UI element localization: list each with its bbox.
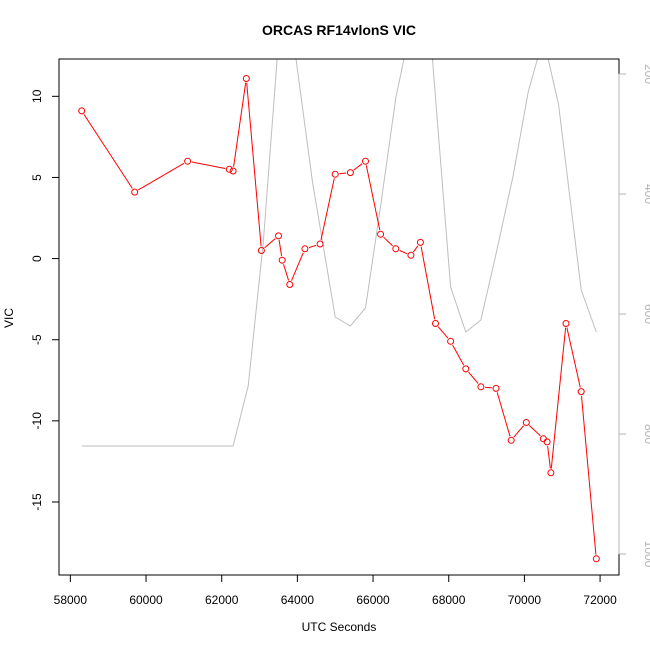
primary-series-segment bbox=[191, 161, 226, 169]
primary-series-segment bbox=[547, 446, 551, 469]
primary-data-point bbox=[477, 383, 485, 391]
primary-data-point bbox=[543, 438, 551, 446]
y-tick-label: -15 bbox=[30, 493, 44, 511]
secondary-y-axis: 200 400 600 800 1000 bbox=[618, 64, 650, 568]
y2-tick-label: 600 bbox=[642, 304, 650, 324]
y-tick-label: 0 bbox=[30, 255, 44, 262]
y-tick-label: -10 bbox=[30, 412, 44, 430]
primary-data-point bbox=[131, 188, 139, 196]
primary-series-segment bbox=[485, 386, 492, 389]
primary-series-segment bbox=[437, 326, 449, 339]
primary-data-point bbox=[184, 157, 192, 165]
primary-data-point bbox=[229, 167, 237, 175]
y-tick-label: 10 bbox=[30, 89, 44, 103]
x-tick-label: 64000 bbox=[281, 593, 315, 607]
y2-tick-label: 400 bbox=[642, 184, 650, 204]
primary-series-layer bbox=[78, 75, 600, 563]
primary-series-segment bbox=[383, 236, 394, 247]
primary-data-point bbox=[462, 365, 470, 373]
y-axis-label: VIC bbox=[2, 308, 16, 328]
primary-data-point bbox=[257, 247, 265, 254]
x-tick-label: 72000 bbox=[583, 593, 617, 607]
chart-title: ORCAS RF14vlonS VIC bbox=[262, 22, 416, 38]
primary-series-segment bbox=[550, 327, 567, 469]
primary-series-segment bbox=[452, 344, 465, 366]
primary-series-segment bbox=[566, 327, 581, 388]
primary-series-segment bbox=[320, 178, 335, 241]
primary-data-point bbox=[225, 165, 233, 173]
primary-data-point bbox=[407, 251, 415, 259]
primary-data-point bbox=[362, 157, 369, 165]
x-axis: 58000 60000 62000 64000 66000 68000 70000 72000 bbox=[54, 574, 617, 607]
y-axis: -15 -10 -5 0 5 10 bbox=[30, 89, 60, 511]
primary-data-point bbox=[507, 436, 515, 444]
primary-data-point bbox=[275, 232, 282, 240]
primary-series-segment bbox=[513, 425, 524, 438]
secondary-series-line bbox=[81, 59, 597, 447]
primary-series-segment bbox=[339, 172, 347, 175]
x-tick-label: 68000 bbox=[432, 593, 466, 607]
primary-series-segment bbox=[308, 244, 317, 249]
primary-data-point bbox=[346, 169, 354, 177]
primary-data-point bbox=[522, 419, 530, 426]
primary-data-point bbox=[331, 170, 339, 178]
y2-tick-label: 800 bbox=[642, 424, 650, 444]
primary-series-segment bbox=[264, 238, 276, 249]
y2-tick-label: 200 bbox=[642, 64, 650, 84]
y-tick-label: -5 bbox=[30, 334, 44, 345]
primary-data-point bbox=[562, 320, 570, 327]
primary-data-point bbox=[316, 240, 324, 248]
primary-data-point bbox=[432, 320, 439, 327]
primary-data-point bbox=[278, 256, 286, 264]
primary-data-point bbox=[286, 281, 294, 288]
primary-data-point bbox=[577, 388, 585, 396]
primary-series-segment bbox=[138, 162, 185, 191]
primary-data-point bbox=[392, 245, 400, 253]
primary-data-point bbox=[447, 337, 455, 345]
primary-data-point bbox=[301, 245, 309, 253]
y2-tick-label: 1000 bbox=[642, 541, 650, 568]
primary-data-point bbox=[377, 230, 385, 238]
primary-data-point bbox=[416, 238, 424, 246]
x-tick-label: 62000 bbox=[205, 593, 239, 607]
x-tick-label: 60000 bbox=[129, 593, 163, 607]
primary-series-segment bbox=[83, 114, 133, 189]
primary-data-point bbox=[242, 75, 250, 82]
x-tick-label: 70000 bbox=[508, 593, 542, 607]
primary-series-segment bbox=[412, 245, 419, 253]
primary-series-segment bbox=[399, 250, 408, 255]
primary-series-segment bbox=[246, 82, 262, 247]
primary-data-point bbox=[592, 555, 600, 563]
primary-series-segment bbox=[283, 264, 290, 281]
primary-series-segment bbox=[233, 82, 247, 167]
x-tick-label: 66000 bbox=[356, 593, 390, 607]
primary-series-segment bbox=[420, 246, 436, 320]
primary-series-segment bbox=[528, 425, 541, 437]
primary-series-segment bbox=[278, 239, 283, 257]
x-tick-label: 58000 bbox=[54, 593, 88, 607]
primary-series-segment bbox=[496, 392, 511, 437]
primary-data-point bbox=[492, 384, 500, 392]
primary-series-segment bbox=[581, 395, 597, 555]
primary-data-point bbox=[78, 107, 86, 115]
x-axis-label: UTC Seconds bbox=[302, 620, 377, 634]
primary-series-segment bbox=[365, 165, 381, 231]
primary-series-segment bbox=[291, 252, 304, 281]
primary-series-segment bbox=[468, 371, 479, 384]
y-tick-label: 5 bbox=[30, 174, 44, 181]
primary-data-point bbox=[547, 469, 555, 477]
secondary-series-layer bbox=[81, 59, 597, 447]
primary-series-segment bbox=[353, 163, 363, 171]
